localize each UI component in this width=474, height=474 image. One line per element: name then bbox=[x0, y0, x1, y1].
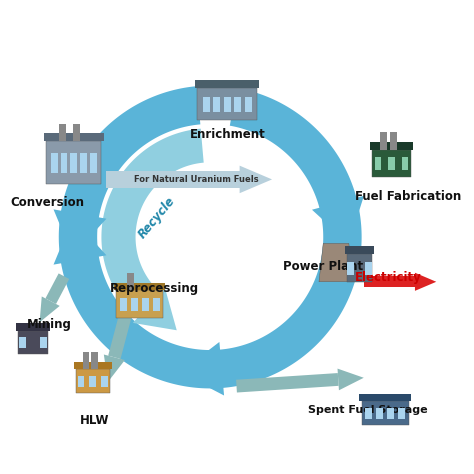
Polygon shape bbox=[82, 352, 90, 369]
Polygon shape bbox=[376, 408, 383, 419]
Polygon shape bbox=[365, 262, 372, 275]
Polygon shape bbox=[312, 196, 364, 244]
Polygon shape bbox=[18, 331, 48, 354]
Polygon shape bbox=[245, 97, 252, 112]
Polygon shape bbox=[39, 296, 60, 322]
Polygon shape bbox=[59, 86, 201, 250]
Polygon shape bbox=[54, 219, 107, 264]
Polygon shape bbox=[61, 153, 67, 173]
Polygon shape bbox=[370, 142, 413, 150]
Polygon shape bbox=[195, 80, 259, 88]
Polygon shape bbox=[73, 362, 112, 369]
Polygon shape bbox=[337, 369, 364, 390]
Polygon shape bbox=[133, 287, 177, 330]
Polygon shape bbox=[40, 337, 47, 348]
Polygon shape bbox=[46, 141, 101, 184]
Polygon shape bbox=[59, 247, 210, 388]
Text: Conversion: Conversion bbox=[10, 197, 84, 210]
Polygon shape bbox=[131, 298, 138, 311]
Polygon shape bbox=[346, 254, 372, 282]
Text: Recycle: Recycle bbox=[136, 194, 178, 241]
Polygon shape bbox=[197, 88, 257, 120]
Polygon shape bbox=[180, 342, 224, 395]
Polygon shape bbox=[90, 153, 97, 173]
Polygon shape bbox=[116, 290, 163, 318]
Polygon shape bbox=[142, 298, 149, 311]
Polygon shape bbox=[120, 298, 127, 311]
Text: Fuel Fabrication: Fuel Fabrication bbox=[355, 190, 462, 203]
Polygon shape bbox=[127, 273, 134, 290]
Text: Reprocessing: Reprocessing bbox=[110, 282, 199, 295]
Polygon shape bbox=[347, 262, 354, 275]
Text: HLW: HLW bbox=[80, 414, 110, 427]
Polygon shape bbox=[362, 401, 409, 425]
Polygon shape bbox=[73, 124, 80, 141]
Polygon shape bbox=[78, 376, 84, 387]
Polygon shape bbox=[90, 376, 96, 387]
Text: Enrichment: Enrichment bbox=[190, 128, 265, 141]
Polygon shape bbox=[16, 323, 50, 331]
Polygon shape bbox=[91, 352, 98, 369]
Polygon shape bbox=[224, 97, 231, 112]
Polygon shape bbox=[240, 165, 272, 193]
Polygon shape bbox=[388, 157, 395, 170]
Polygon shape bbox=[51, 153, 58, 173]
Polygon shape bbox=[80, 153, 87, 173]
Text: Mining: Mining bbox=[27, 318, 72, 331]
Polygon shape bbox=[101, 128, 204, 323]
Polygon shape bbox=[345, 246, 374, 254]
Polygon shape bbox=[106, 171, 240, 188]
Polygon shape bbox=[230, 88, 359, 218]
Text: Electricity: Electricity bbox=[355, 271, 421, 284]
Polygon shape bbox=[70, 153, 77, 173]
Polygon shape bbox=[415, 273, 436, 291]
Polygon shape bbox=[372, 150, 410, 177]
Polygon shape bbox=[381, 133, 387, 150]
Polygon shape bbox=[19, 337, 26, 348]
Polygon shape bbox=[364, 276, 415, 287]
Polygon shape bbox=[59, 124, 66, 141]
Polygon shape bbox=[213, 97, 220, 112]
Text: Spent Fuel Storage: Spent Fuel Storage bbox=[308, 405, 428, 416]
Polygon shape bbox=[390, 133, 397, 150]
Polygon shape bbox=[104, 355, 125, 382]
Polygon shape bbox=[54, 210, 107, 255]
Polygon shape bbox=[359, 393, 410, 401]
Polygon shape bbox=[203, 97, 210, 112]
Polygon shape bbox=[365, 408, 372, 419]
Polygon shape bbox=[46, 273, 69, 304]
Text: Power Plant: Power Plant bbox=[283, 260, 363, 273]
Polygon shape bbox=[234, 97, 241, 112]
Polygon shape bbox=[108, 298, 136, 359]
Polygon shape bbox=[210, 211, 362, 388]
Polygon shape bbox=[398, 408, 405, 419]
Polygon shape bbox=[374, 157, 382, 170]
Polygon shape bbox=[153, 298, 160, 311]
Polygon shape bbox=[387, 408, 394, 419]
Polygon shape bbox=[319, 243, 353, 282]
Polygon shape bbox=[114, 283, 165, 290]
Polygon shape bbox=[101, 376, 108, 387]
Polygon shape bbox=[44, 133, 103, 141]
Polygon shape bbox=[236, 373, 338, 392]
Polygon shape bbox=[401, 157, 408, 170]
Text: For Natural Uranium Fuels: For Natural Uranium Fuels bbox=[134, 175, 259, 184]
Polygon shape bbox=[76, 369, 110, 392]
